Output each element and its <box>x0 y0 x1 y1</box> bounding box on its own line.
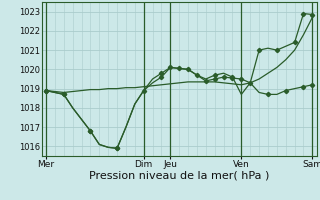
X-axis label: Pression niveau de la mer( hPa ): Pression niveau de la mer( hPa ) <box>89 171 269 181</box>
